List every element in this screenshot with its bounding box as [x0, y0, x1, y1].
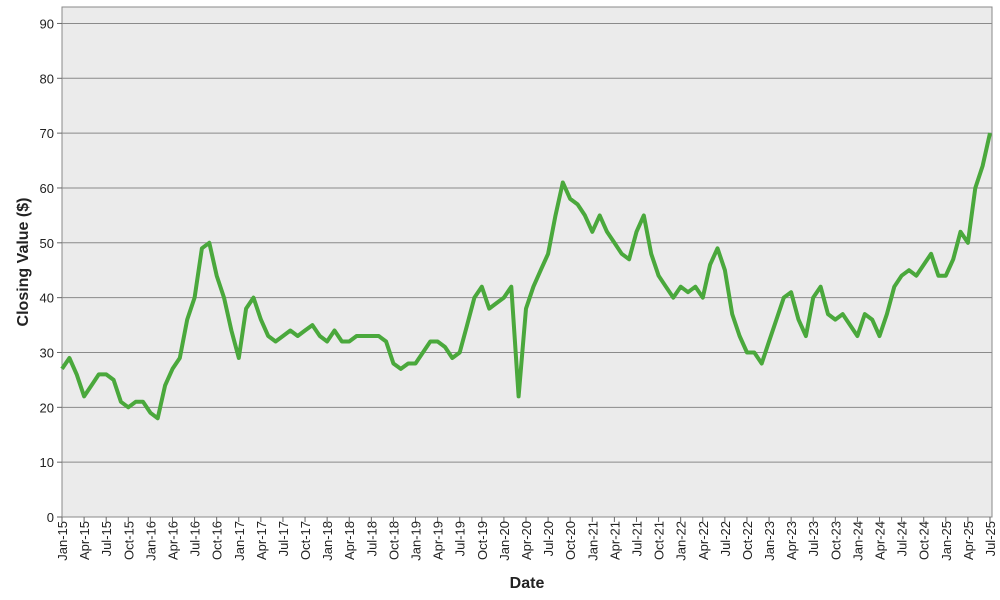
plot-area [61, 6, 993, 518]
y-tick-label: 30 [40, 345, 54, 360]
x-tick-label: Oct-15 [121, 521, 136, 560]
x-tick-label: Oct-21 [652, 521, 667, 560]
x-tick-label: Jul-22 [718, 521, 733, 556]
x-tick-label: Apr-17 [254, 521, 269, 560]
y-tick-label: 50 [40, 236, 54, 251]
x-tick-label: Jan-23 [762, 521, 777, 561]
y-tick-label: 20 [40, 400, 54, 415]
x-tick-label: Jan-19 [409, 521, 424, 561]
x-tick-label: Jan-21 [585, 521, 600, 561]
x-tick-label: Oct-16 [210, 521, 225, 560]
x-tick-label: Jan-15 [55, 521, 70, 561]
x-tick-label: Jul-18 [364, 521, 379, 556]
y-axis-title: Closing Value ($) [15, 198, 32, 327]
x-tick-label: Oct-24 [917, 521, 932, 560]
y-tick-label: 90 [40, 16, 54, 31]
x-tick-label: Jul-20 [541, 521, 556, 556]
x-tick-label: Jan-25 [939, 521, 954, 561]
y-tick-label: 0 [47, 510, 54, 525]
y-tick-label: 60 [40, 181, 54, 196]
x-tick-label: Jul-19 [453, 521, 468, 556]
x-tick-label: Jul-16 [188, 521, 203, 556]
x-tick-label: Oct-17 [298, 521, 313, 560]
x-tick-label: Jul-21 [629, 521, 644, 556]
x-tick-label: Apr-19 [431, 521, 446, 560]
x-tick-label: Jan-16 [143, 521, 158, 561]
x-tick-label: Apr-22 [696, 521, 711, 560]
x-tick-label: Jan-20 [497, 521, 512, 561]
x-tick-label: Jan-22 [674, 521, 689, 561]
x-tick-label: Jul-15 [99, 521, 114, 556]
x-tick-label: Apr-23 [784, 521, 799, 560]
x-tick-label: Apr-15 [77, 521, 92, 560]
x-tick-label: Apr-16 [165, 521, 180, 560]
x-tick-label: Apr-18 [342, 521, 357, 560]
x-tick-label: Oct-22 [740, 521, 755, 560]
x-tick-label: Apr-21 [607, 521, 622, 560]
x-tick-label: Apr-25 [961, 521, 976, 560]
y-tick-label: 40 [40, 291, 54, 306]
x-tick-label: Jul-24 [895, 521, 910, 556]
x-tick-label: Oct-20 [563, 521, 578, 560]
x-tick-label: Oct-23 [828, 521, 843, 560]
x-tick-label: Jul-17 [276, 521, 291, 556]
price-line [60, 132, 992, 421]
y-tick-label: 70 [40, 126, 54, 141]
y-tick-label: 10 [40, 455, 54, 470]
x-tick-label: Jul-25 [983, 521, 998, 556]
x-tick-label: Jul-23 [806, 521, 821, 556]
x-tick-label: Jan-24 [850, 521, 865, 561]
x-tick-label: Oct-18 [386, 521, 401, 560]
x-tick-label: Oct-19 [475, 521, 490, 560]
x-tick-label: Apr-20 [519, 521, 534, 560]
x-tick-label: Apr-24 [873, 521, 888, 560]
x-axis-title: Date [510, 575, 545, 592]
x-tick-label: Jan-17 [232, 521, 247, 561]
y-tick-label: 80 [40, 71, 54, 86]
x-tick-label: Jan-18 [320, 521, 335, 561]
